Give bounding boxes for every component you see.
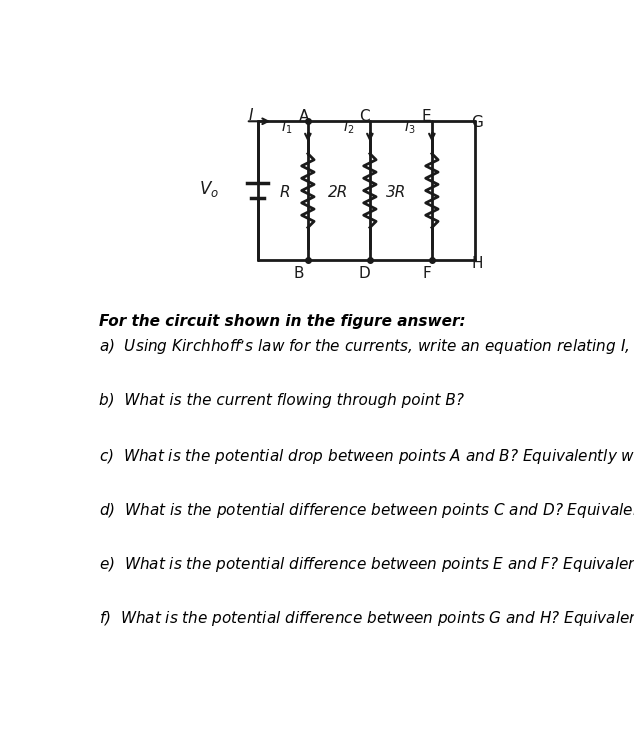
- Text: G: G: [471, 115, 482, 130]
- Text: $I_3$: $I_3$: [404, 120, 416, 136]
- Text: f)  What is the potential difference between points G and H? Equivalently what i: f) What is the potential difference betw…: [99, 608, 634, 627]
- Text: For the circuit shown in the figure answer:: For the circuit shown in the figure answ…: [99, 314, 465, 329]
- Text: $V_o$: $V_o$: [200, 179, 219, 199]
- Text: $I$: $I$: [248, 107, 254, 124]
- Text: $I_2$: $I_2$: [343, 120, 354, 136]
- Text: C: C: [359, 109, 370, 124]
- Text: R: R: [280, 185, 290, 201]
- Text: b)  What is the current flowing through point B?: b) What is the current flowing through p…: [99, 393, 463, 408]
- Text: 2R: 2R: [328, 185, 348, 201]
- Text: F: F: [422, 266, 431, 281]
- Text: A: A: [299, 109, 309, 124]
- Text: E: E: [422, 109, 431, 124]
- Text: d)  What is the potential difference between points C and D? Equivalently what i: d) What is the potential difference betw…: [99, 501, 634, 520]
- Text: 3R: 3R: [386, 185, 406, 201]
- Text: D: D: [359, 266, 370, 281]
- Text: c)  What is the potential drop between points A and B? Equivalently what is $V_A: c) What is the potential drop between po…: [99, 447, 634, 466]
- Text: $I_1$: $I_1$: [281, 120, 292, 136]
- Text: H: H: [471, 256, 482, 271]
- Text: B: B: [294, 266, 304, 281]
- Text: a)  Using Kirchhoff’s law for the currents, write an equation relating $I$, $I_1: a) Using Kirchhoff’s law for the current…: [99, 337, 634, 356]
- Text: e)  What is the potential difference between points E and F? Equivalently what i: e) What is the potential difference betw…: [99, 555, 634, 574]
